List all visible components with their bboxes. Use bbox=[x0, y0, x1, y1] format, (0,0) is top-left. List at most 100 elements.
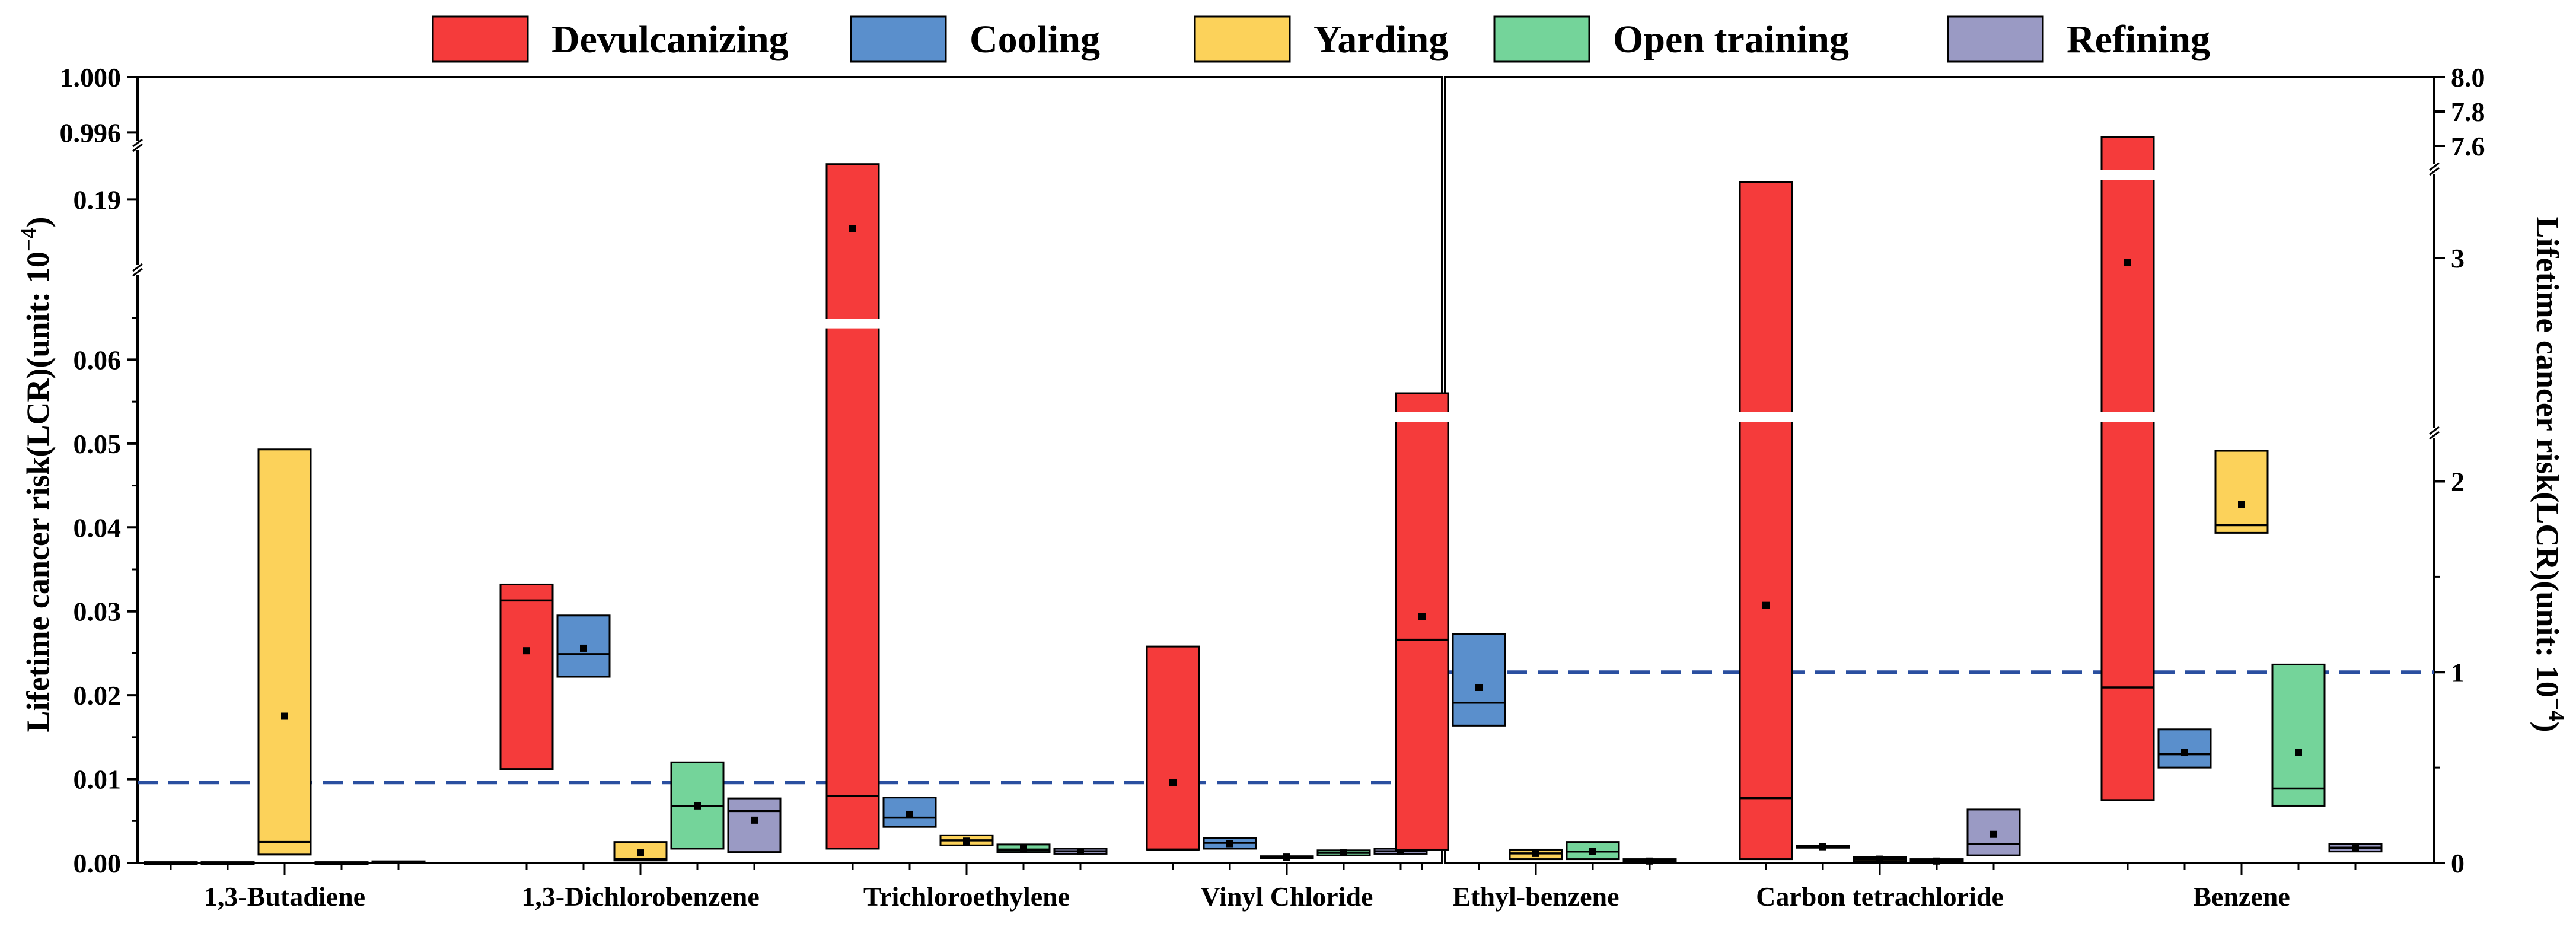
y-tick-label: 0.03 bbox=[74, 597, 122, 627]
y-axis-title-text: Lifetime cancer risk(LCR)(unit: 10−4) bbox=[2530, 217, 2569, 732]
box-mean-marker bbox=[1077, 848, 1084, 855]
y-tick-label: 0 bbox=[2451, 848, 2465, 878]
axis-break-gap bbox=[2100, 412, 2155, 422]
panel-right: 0 1 2 3 7.6 7.8 8.0 Ethyl-benzene Carbon tetrach… bbox=[1395, 62, 2485, 912]
y-axis-title-close: ) bbox=[20, 217, 56, 228]
y-tick-label: 0.00 bbox=[74, 848, 122, 878]
axis-break-gap bbox=[825, 319, 880, 329]
box-mean-marker bbox=[849, 225, 856, 232]
box-mean-marker bbox=[2124, 259, 2131, 266]
box-mean-marker bbox=[1418, 613, 1426, 620]
box-yarding bbox=[257, 448, 312, 856]
y-axis-title-main: Lifetime cancer risk(LCR)(unit: 10 bbox=[2530, 217, 2565, 698]
box-mean-marker bbox=[1169, 779, 1177, 786]
box-mean-marker bbox=[906, 810, 913, 818]
box-mean-marker bbox=[1589, 848, 1596, 855]
box-mean-marker bbox=[580, 644, 587, 652]
box-mean-marker bbox=[2238, 501, 2245, 508]
x-category-label: Carbon tetrachloride bbox=[1756, 881, 2004, 912]
axis-break-mark bbox=[132, 138, 143, 148]
box-yarding bbox=[2214, 450, 2269, 534]
box-devulcanizing bbox=[2100, 136, 2155, 801]
box-mean-marker bbox=[694, 802, 701, 810]
y-axis-title-close: ) bbox=[2530, 722, 2565, 732]
x-category-label: Ethyl-benzene bbox=[1452, 881, 1619, 912]
axis-break-gap bbox=[1739, 412, 1793, 422]
box-cooling bbox=[1452, 633, 1506, 727]
legend-swatch-cooling bbox=[850, 15, 947, 63]
legend-label: Devulcanizing bbox=[551, 18, 789, 61]
axis-break-mark bbox=[2429, 431, 2440, 440]
box-mean-marker bbox=[1819, 843, 1826, 851]
axis-break-mark bbox=[132, 267, 143, 277]
y-tick-label: 0.06 bbox=[74, 345, 122, 375]
box-mean-marker bbox=[1990, 830, 1997, 838]
box-mean-marker bbox=[1876, 855, 1883, 863]
y-tick-label: 7.8 bbox=[2451, 97, 2485, 127]
y-axis-title-exponent: −4 bbox=[17, 227, 42, 251]
box-mean-marker bbox=[1646, 857, 1653, 865]
box-devulcanizing bbox=[499, 583, 554, 770]
axis-break-gap bbox=[2100, 170, 2155, 180]
box-mean-marker bbox=[2352, 844, 2359, 852]
axis-break-mark bbox=[132, 143, 143, 152]
legend-label: Open training bbox=[1613, 18, 1849, 61]
legend-label: Cooling bbox=[970, 18, 1100, 61]
legend-swatch-open-training bbox=[1493, 15, 1590, 63]
box-cooling bbox=[2157, 728, 2212, 769]
axis-break-gap bbox=[1395, 412, 1449, 422]
y-tick-label: 0.05 bbox=[74, 429, 122, 459]
x-category-label: Trichloroethylene bbox=[863, 881, 1070, 912]
y-tick-label: 0.04 bbox=[74, 512, 122, 543]
legend-swatch-refining bbox=[1947, 15, 2044, 63]
box-open-training bbox=[2271, 663, 2326, 807]
legend-swatch-devulcanizing bbox=[432, 15, 529, 63]
box-devulcanizing bbox=[1395, 392, 1449, 851]
plot-frame bbox=[136, 76, 1443, 864]
y-tick-label: 0.01 bbox=[74, 765, 122, 795]
axis-break-gap bbox=[2430, 428, 2439, 438]
box-mean-marker bbox=[1283, 853, 1290, 861]
box-devulcanizing bbox=[1146, 645, 1200, 851]
box-mean-marker bbox=[751, 816, 758, 824]
box-mean-marker bbox=[2181, 749, 2188, 756]
y-tick-label: 0.996 bbox=[60, 117, 122, 148]
axis-break-gap bbox=[133, 265, 142, 275]
box-mean-marker bbox=[1226, 840, 1233, 848]
box-refining bbox=[727, 797, 782, 853]
y-axis-title-right: Lifetime cancer risk(LCR)(unit: 10−4) bbox=[2530, 217, 2569, 732]
axis-break-mark bbox=[2429, 426, 2440, 435]
box-mean-marker bbox=[2295, 749, 2302, 756]
y-tick-label: 1.000 bbox=[60, 62, 122, 93]
legend: Devulcanizing Cooling Yarding Open training… bbox=[432, 15, 2210, 63]
y-tick-label: 3 bbox=[2451, 243, 2465, 273]
legend-swatch-yarding bbox=[1194, 15, 1291, 63]
axis-break-mark bbox=[132, 263, 143, 272]
box-mean-marker bbox=[1933, 857, 1940, 865]
box-devulcanizing bbox=[1739, 181, 1793, 861]
axis-break-mark bbox=[2429, 167, 2440, 176]
y-tick-label: 0.02 bbox=[74, 680, 122, 711]
y-tick-label: 8.0 bbox=[2451, 62, 2485, 93]
x-category-label: 1,3-Dichlorobenzene bbox=[521, 881, 760, 912]
x-category-label: Vinyl Chloride bbox=[1201, 881, 1373, 912]
panel-left: 0.00 0.01 0.02 0.03 0.04 0.05 0.06 0.19 0.996 1.0… bbox=[60, 62, 1443, 912]
axis-break-gap bbox=[133, 141, 142, 150]
legend-label: Yarding bbox=[1313, 18, 1448, 61]
y-tick-label: 2 bbox=[2451, 467, 2465, 497]
axis-break-gap bbox=[2430, 164, 2439, 174]
box-mean-marker bbox=[1762, 601, 1770, 609]
box-mean-marker bbox=[637, 849, 644, 857]
box-mean-marker bbox=[1020, 845, 1027, 852]
y-axis-title-exponent: −4 bbox=[2544, 698, 2569, 722]
box-mean-marker bbox=[1475, 684, 1483, 691]
y-axis-title-main: Lifetime cancer risk(LCR)(unit: 10 bbox=[20, 251, 56, 732]
box-devulcanizing bbox=[825, 163, 880, 850]
axis-break-mark bbox=[2429, 162, 2440, 171]
box-mean-marker bbox=[1532, 849, 1539, 857]
y-tick-label: 0.19 bbox=[74, 184, 122, 215]
y-tick-label: 1 bbox=[2451, 657, 2465, 687]
y-axis-title-text: Lifetime cancer risk(LCR)(unit: 10−4) bbox=[17, 217, 56, 732]
y-tick-label: 7.6 bbox=[2451, 131, 2485, 161]
